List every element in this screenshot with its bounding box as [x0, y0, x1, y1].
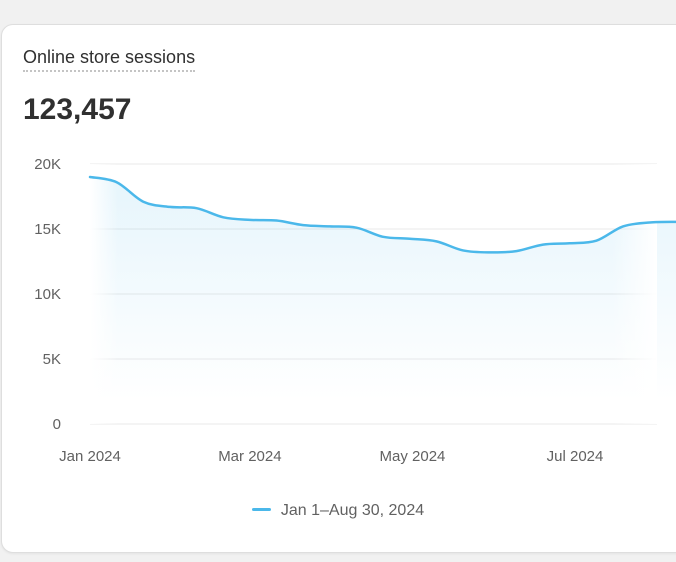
x-tick-label: Mar 2024: [218, 448, 281, 465]
series-line[interactable]: [88, 175, 676, 254]
y-tick-label: 20K: [34, 156, 61, 173]
y-tick-label: 10K: [34, 286, 61, 303]
x-tick-label: Jan 2024: [59, 448, 121, 465]
area-edge-fade: [90, 164, 657, 424]
x-tick-label: Jul 2024: [547, 448, 604, 465]
x-tick-label: May 2024: [380, 448, 446, 465]
card-title[interactable]: Online store sessions: [23, 46, 196, 72]
legend-series-label: Jan 1–Aug 30, 2024: [280, 502, 425, 519]
y-tick-label: 5K: [43, 351, 61, 368]
y-tick-label: 0: [53, 416, 61, 433]
y-tick-label: 15K: [34, 221, 61, 238]
total-sessions-value: 123,457: [23, 93, 132, 126]
sessions-line-chart: 20K 15K 10K 5K 0 Jan 2024 Mar 2024 May 2024 Jul…: [34, 156, 676, 465]
legend-series-swatch: [251, 507, 271, 511]
chart-legend[interactable]: Jan 1–Aug 30, 2024: [0, 502, 676, 520]
